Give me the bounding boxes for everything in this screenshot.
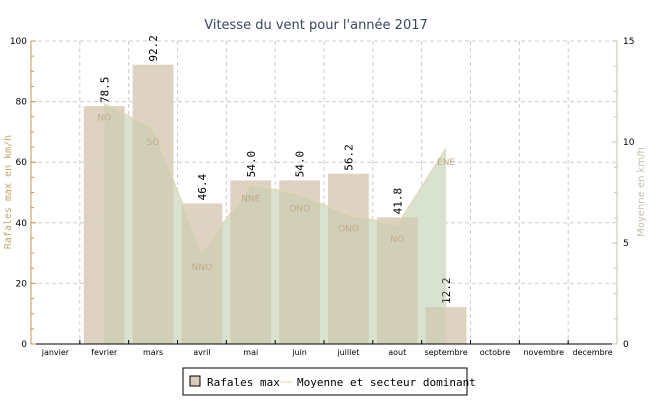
- bar-value-label: 92.2: [147, 35, 160, 62]
- sector-label: SO: [147, 138, 160, 148]
- average-line-path: [104, 103, 447, 255]
- legend-label-rafales: Rafales max: [207, 376, 280, 389]
- x-tick-label: septembre: [425, 348, 468, 357]
- bar-value-label: 12.2: [440, 278, 453, 305]
- bar-value-label: 54.0: [294, 151, 307, 178]
- sector-label: ENE: [437, 158, 455, 168]
- bars: 78.5 92.2 46.4 54.0 54.0 56.2 41.8 12.2: [83, 35, 467, 345]
- x-tick-label: mars: [143, 348, 163, 357]
- x-tick-label: janvier: [41, 348, 70, 357]
- y-axis-label: Rafales max en km/h: [3, 135, 14, 249]
- bar-juin: [279, 180, 320, 344]
- legend: Rafales max Moyenne et secteur dominant: [182, 367, 476, 396]
- x-tick-label: juin: [291, 348, 307, 357]
- y-tick-label: 0: [21, 340, 27, 350]
- y2-tick-label: 5: [623, 239, 629, 249]
- bar-avril: [181, 203, 223, 344]
- x-tick-label: mai: [243, 348, 258, 357]
- y-tick-label: 40: [16, 219, 28, 229]
- sector-label: ONO: [289, 205, 310, 215]
- bar-mai: [230, 180, 272, 344]
- bar-mars: [132, 64, 174, 344]
- y-tick-label: 20: [16, 279, 28, 289]
- bar-value-label: 46.4: [196, 174, 209, 201]
- legend-label-moyenne: Moyenne et secteur dominant: [297, 376, 476, 389]
- chart-title: Vitesse du vent pour l'année 2017: [204, 18, 428, 33]
- y-tick-label: 80: [16, 98, 28, 108]
- sector-label: ONO: [338, 225, 359, 235]
- bar-value-label: 78.5: [98, 77, 111, 104]
- y-tick-label: 100: [10, 37, 27, 47]
- sector-label: NO: [97, 114, 111, 124]
- bar-value-label: 54.0: [245, 151, 258, 178]
- bar-value-label: 41.8: [391, 188, 404, 215]
- x-tick-label: aout: [388, 348, 406, 357]
- sector-label: NNO: [192, 263, 213, 273]
- y-tick-label: 60: [16, 158, 28, 168]
- y2-tick-label: 0: [623, 340, 629, 350]
- bar-aout: [376, 217, 418, 344]
- y2-axis-label: Moyenne en km/h: [636, 147, 647, 237]
- legend-swatch-rafales: [189, 375, 201, 387]
- bar-value-label: 56.2: [342, 144, 355, 171]
- sector-label: NO: [390, 235, 404, 245]
- bar-fevrier: [83, 106, 125, 345]
- x-tick-label: juillet: [336, 348, 359, 357]
- axes: 0 20 40 60 80 100 0 5 10 15 janvier fevrier mars avri…: [10, 37, 635, 357]
- average-area-overlay: [104, 103, 447, 345]
- x-tick-label: novembre: [523, 348, 564, 357]
- x-tick-label: avril: [193, 348, 210, 357]
- bar-juillet: [328, 173, 369, 344]
- y2-tick-label: 10: [623, 138, 635, 148]
- x-tick-label: fevrier: [91, 348, 118, 357]
- x-tick-label: octobre: [480, 348, 511, 357]
- y2-tick-label: 15: [623, 37, 634, 47]
- average-line: NO SO NNO NNE ONO ONO NO ENE: [97, 103, 455, 273]
- bar-septembre: [425, 307, 467, 344]
- sector-label: NNE: [241, 194, 260, 204]
- x-tick-label: decembre: [572, 348, 612, 357]
